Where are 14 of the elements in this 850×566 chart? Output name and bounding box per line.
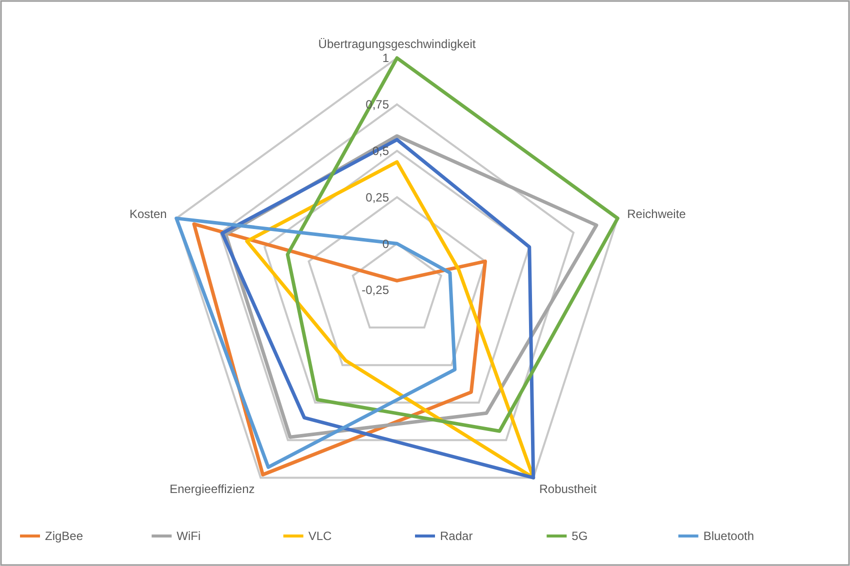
spoke-label: Energieeffizienz <box>170 482 255 496</box>
y-tick-label: -0,25 <box>362 283 390 298</box>
spoke-label: Robustheit <box>539 482 598 496</box>
spoke-label: Kosten <box>129 207 167 222</box>
spoke-label: Reichweite <box>627 207 686 222</box>
legend-label: WiFi <box>176 529 201 544</box>
legend-label: Bluetooth <box>703 529 754 544</box>
y-tick-label: 1 <box>382 51 390 66</box>
legend-label: Radar <box>440 529 473 544</box>
y-tick-label: 0,25 <box>366 190 390 204</box>
legend-label: ZigBee <box>45 529 84 544</box>
spoke-label: Übertragungsgeschwindigkeit <box>318 37 476 52</box>
legend-label: VLC <box>308 529 332 544</box>
legend-label: 5G <box>572 529 588 544</box>
